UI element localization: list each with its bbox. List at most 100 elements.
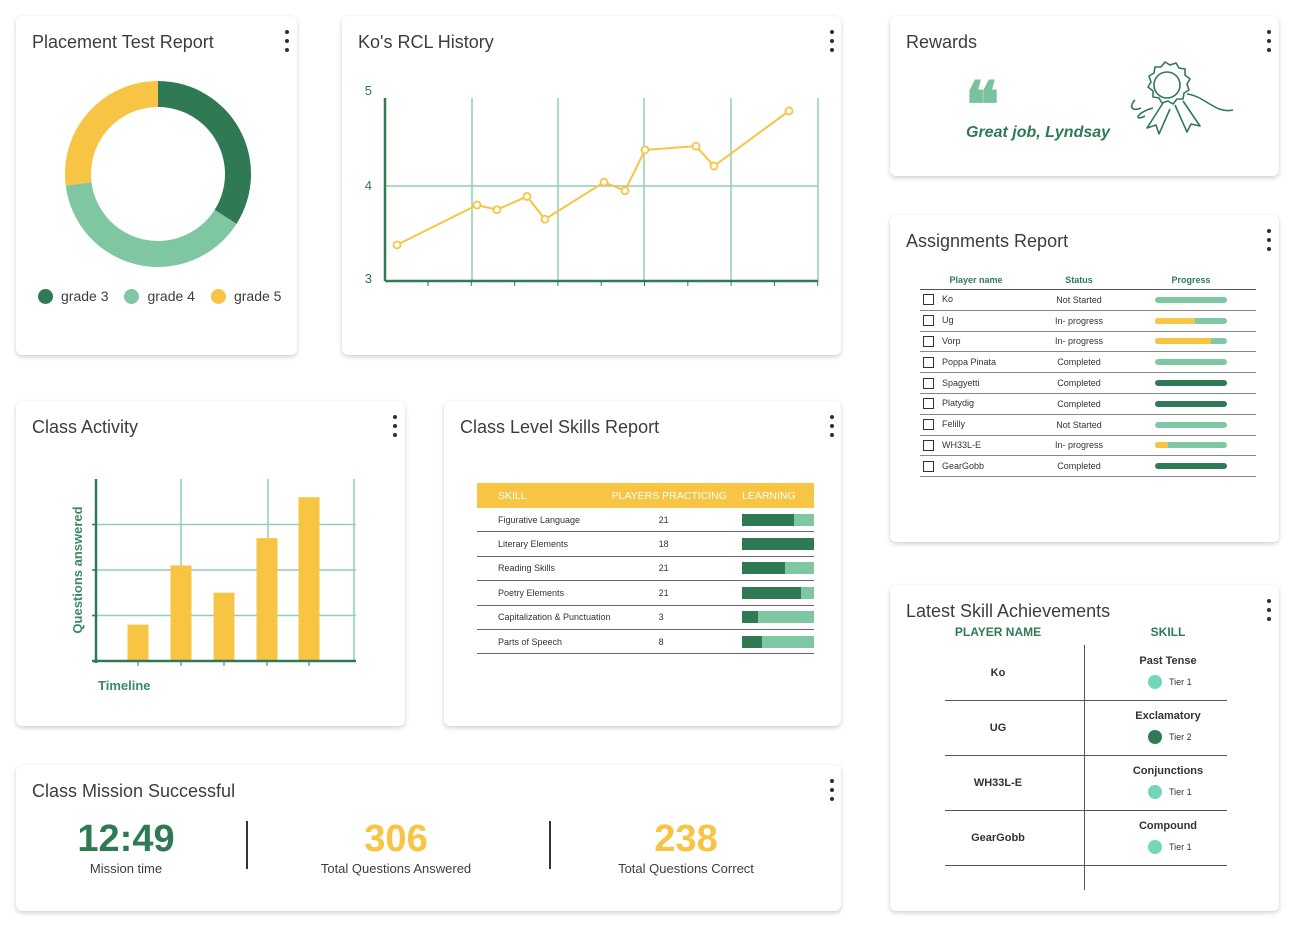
row-checkbox[interactable] (923, 356, 934, 368)
status-cell: Completed (1032, 351, 1126, 374)
data-point[interactable] (691, 141, 701, 151)
status-cell: Completed (1032, 455, 1126, 478)
data-point[interactable] (492, 205, 502, 215)
data-point[interactable] (540, 214, 550, 224)
col-players[interactable]: PLAYERS PRACTICING (610, 483, 738, 508)
progress-bar (1155, 463, 1227, 470)
more-vertical-icon[interactable] (1260, 225, 1278, 255)
status-cell: In- progress (1032, 435, 1126, 457)
more-vertical-icon[interactable] (823, 411, 841, 441)
tier-badge: Tier 1 (1148, 675, 1192, 689)
learning-fill (742, 538, 814, 551)
progress-bar (1155, 359, 1227, 366)
player-name: Vorp (942, 335, 961, 346)
donut-slice-grade-5[interactable] (65, 81, 158, 186)
card-title: Ko's RCL History (358, 32, 494, 52)
tier-label: Tier 1 (1169, 787, 1192, 797)
donut-slice-grade-4[interactable] (65, 182, 237, 267)
column-divider (1084, 645, 1085, 890)
row-checkbox[interactable] (923, 419, 934, 431)
progress-cell (1126, 331, 1256, 353)
bar[interactable] (298, 497, 320, 661)
players-count: 21 (610, 580, 738, 606)
more-vertical-icon[interactable] (823, 775, 841, 805)
more-vertical-icon[interactable] (386, 411, 404, 441)
skill-name: Capitalization & Punctuation (477, 605, 611, 630)
data-point[interactable] (709, 161, 719, 171)
learning-cell (738, 556, 814, 582)
player-name: Poppa Pinata (942, 356, 997, 367)
data-point[interactable] (599, 177, 609, 187)
progress-fill (1155, 317, 1195, 324)
bar[interactable] (170, 565, 192, 661)
rcl-line-chart: 3 4 5 (365, 83, 819, 286)
row-checkbox[interactable] (923, 377, 934, 389)
legend-label: grade 3 (61, 288, 109, 304)
player-cell: Felilly (920, 414, 1032, 436)
legend-label: grade 4 (147, 288, 195, 304)
row-checkbox[interactable] (923, 460, 934, 472)
stat-mission-time: 12:49 Mission time (66, 817, 186, 876)
progress-fill (1155, 338, 1212, 345)
table-row: Reading Skills 21 (477, 556, 814, 582)
skills-table: SKILL PLAYERS PRACTICING LEARNING Figura… (477, 483, 814, 655)
table-row: WH33L-E In- progress (920, 435, 1256, 457)
row-checkbox[interactable] (923, 440, 934, 452)
y-tick-label: 3 (365, 271, 372, 286)
learning-cell (738, 629, 814, 655)
legend-dot (210, 288, 226, 304)
row-checkbox[interactable] (923, 315, 934, 327)
table-row: GearGobb Completed (920, 455, 1256, 478)
data-point[interactable] (472, 200, 482, 210)
data-point[interactable] (392, 240, 402, 250)
card-title: Class Level Skills Report (460, 417, 660, 437)
mission-card: Class Mission Successful 12:49 Mission t… (16, 765, 841, 911)
award-ribbon-icon (1130, 61, 1234, 135)
more-vertical-icon[interactable] (1260, 595, 1278, 625)
skill-name: Exclamatory (1135, 710, 1201, 722)
data-point[interactable] (784, 106, 794, 116)
col-skill[interactable]: SKILL (1150, 625, 1186, 639)
more-vertical-icon[interactable] (823, 26, 841, 56)
tier-dot (1148, 675, 1162, 689)
tier-badge: Tier 2 (1148, 730, 1192, 744)
progress-cell (1126, 455, 1256, 478)
bar[interactable] (127, 624, 149, 661)
col-status[interactable]: Status (1032, 271, 1126, 290)
row-checkbox[interactable] (923, 398, 934, 410)
progress-bar (1155, 317, 1227, 324)
legend-item-grade-5: grade 5 (210, 288, 281, 304)
col-player-name[interactable]: PLAYER NAME (954, 625, 1042, 639)
achievements-table: PLAYER NAME SKILL Ko Past Tense Tier 1 UG Ex… (945, 615, 1227, 895)
col-learning[interactable]: LEARNING (738, 483, 814, 508)
quote-icon: ❝ (965, 68, 1000, 143)
table-row: Platydig Completed (920, 393, 1256, 415)
reward-message: Great job, Lyndsay (966, 124, 1111, 141)
data-point[interactable] (640, 145, 650, 155)
more-vertical-icon[interactable] (278, 26, 296, 56)
learning-fill (742, 635, 763, 648)
learning-cell (738, 508, 814, 533)
row-checkbox[interactable] (923, 294, 934, 306)
donut-slice-grade-3[interactable] (158, 81, 251, 224)
data-point[interactable] (620, 186, 630, 196)
player-name: GearGobb (971, 832, 1025, 844)
col-progress[interactable]: Progress (1126, 271, 1256, 290)
more-vertical-icon[interactable] (1260, 26, 1278, 56)
legend-item-grade-3: grade 3 (38, 288, 108, 304)
learning-fill (742, 562, 786, 575)
bar[interactable] (256, 538, 278, 661)
col-skill[interactable]: SKILL (477, 483, 611, 508)
player-name: Platydig (942, 398, 975, 409)
player-name: Ug (942, 315, 954, 326)
table-row: Poppa Pinata Completed (920, 351, 1256, 374)
bar[interactable] (213, 592, 235, 661)
player-cell: WH33L-E (920, 435, 1032, 457)
row-checkbox[interactable] (923, 336, 934, 348)
col-player-name[interactable]: Player name (920, 271, 1032, 290)
learning-bar (742, 538, 814, 551)
legend-item-grade-4: grade 4 (124, 288, 195, 304)
data-point[interactable] (522, 192, 532, 201)
table-row: Capitalization & Punctuation 3 (477, 605, 814, 630)
player-name: Ko (990, 667, 1006, 679)
